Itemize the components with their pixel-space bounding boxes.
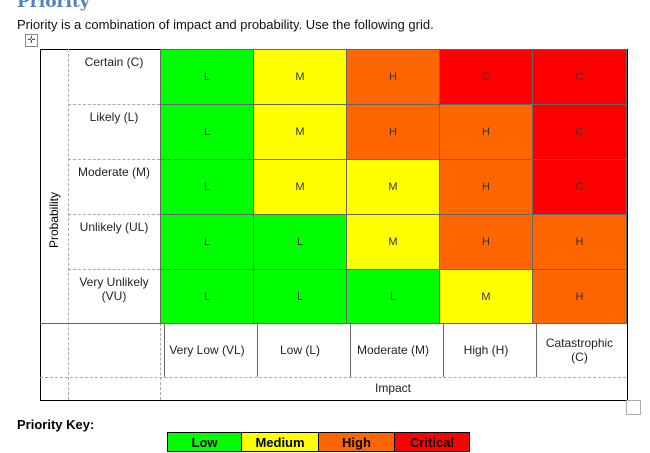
grid-cell: M [253,159,347,215]
probability-axis-label: Probability [47,191,61,249]
grid-cell: C [532,159,627,215]
column-label: High (H) [443,323,528,377]
intro-text: Priority is a combination of impact and … [17,17,434,32]
grid-cell: M [253,49,347,105]
grid-cell: H [346,49,440,105]
grid-cell: C [532,104,627,160]
grid-cell: L [160,104,254,160]
priority-key-critical: Critical [394,432,470,452]
column-label: Catastrophic (C) [536,323,622,377]
grid-cell: H [439,214,533,270]
grid-cell: M [346,159,440,215]
grid-cell: C [439,49,533,105]
grid-cell: L [253,269,347,324]
row-label: Certain (C) [84,55,144,69]
gridline [40,323,626,324]
grid-cell: L [160,269,254,324]
gridline [68,104,160,105]
column-label: Moderate (M) [350,323,435,377]
grid-cell: L [160,49,254,105]
priority-key-high: High [318,432,395,452]
grid-cell: M [253,104,347,160]
row-label: Likely (L) [89,110,139,124]
priority-key-medium: Medium [241,432,319,452]
grid-cell: M [346,214,440,270]
grid-cell: L [346,269,440,324]
priority-key-low: Low [167,432,242,452]
grid-cell: H [439,159,533,215]
row-label: Unlikely (UL) [79,220,149,234]
column-label: Low (L) [257,323,342,377]
grid-cell: H [346,104,440,160]
gridline [68,159,160,160]
grid-cell: C [532,49,627,105]
grid-cell: L [160,159,254,215]
priority-key-title: Priority Key: [17,417,95,432]
gridline [68,214,160,215]
gridline [40,377,626,378]
row-label: Very Unlikely (VU) [79,275,149,303]
grid-cell: L [253,214,347,270]
table-resize-handle[interactable] [626,400,641,415]
gridline [68,269,160,270]
page-heading: Priority [17,0,90,12]
column-label: Very Low (VL) [164,323,249,377]
gridline [68,49,69,400]
grid-cell: L [160,214,254,270]
grid-cell: H [439,104,533,160]
grid-cell: H [532,214,627,270]
grid-cell: M [439,269,533,324]
row-label: Moderate (M) [77,165,151,179]
impact-axis-label: Impact [374,381,411,395]
table-move-handle-icon[interactable]: ✛ [25,34,38,47]
gridline [160,323,161,400]
grid-cell: H [532,269,627,324]
